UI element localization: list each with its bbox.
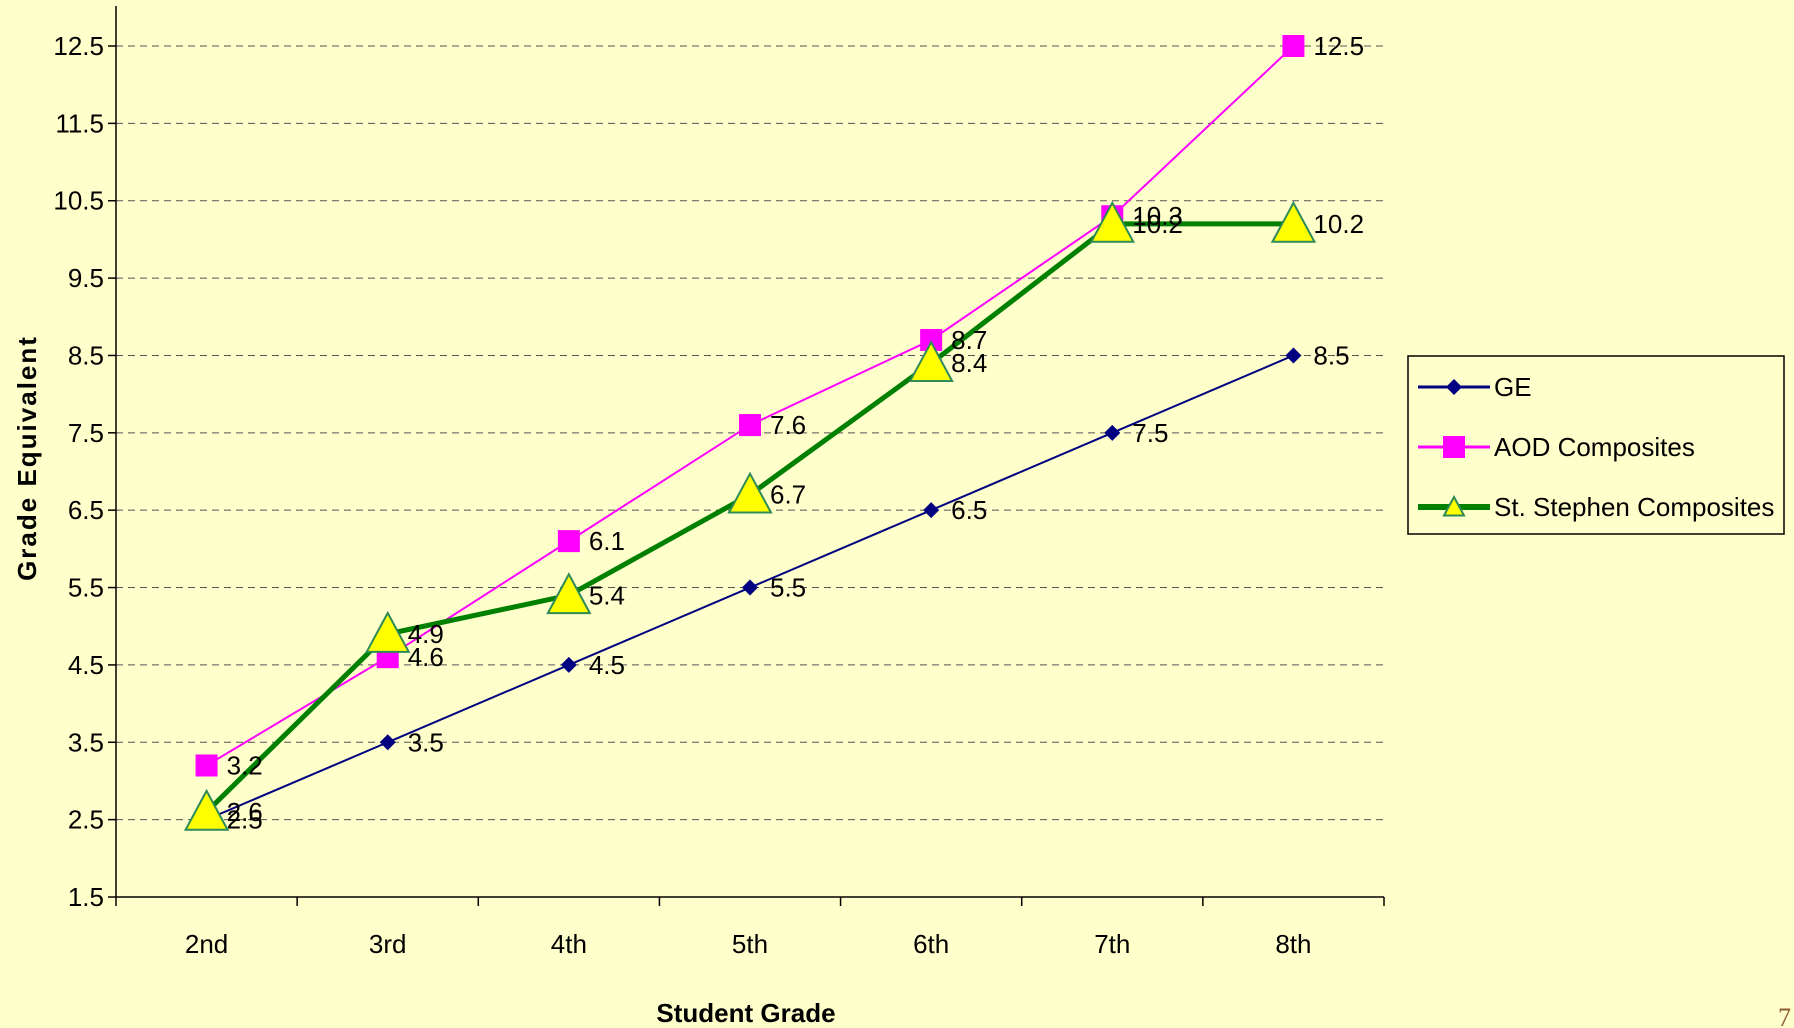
y-tick-label: 4.5 xyxy=(68,650,104,680)
y-tick-label: 11.5 xyxy=(55,108,104,138)
legend-item: GE xyxy=(1418,372,1532,402)
square-marker xyxy=(557,530,580,553)
legend-item: AOD Composites xyxy=(1418,432,1695,462)
x-tick-label: 5th xyxy=(732,929,768,959)
triangle-marker xyxy=(1089,200,1135,243)
data-label: 6.5 xyxy=(951,495,987,525)
data-label: 7.5 xyxy=(1132,418,1168,448)
x-tick-label: 3rd xyxy=(369,929,407,959)
triangle-marker xyxy=(1270,200,1317,243)
y-tick-label: 7.5 xyxy=(68,418,104,448)
square-marker xyxy=(1443,436,1465,458)
square-marker xyxy=(920,328,943,351)
triangle-marker xyxy=(546,572,592,615)
diamond-marker xyxy=(742,579,758,596)
x-tick-labels: 2nd 3rd 4th 5th 6th 7th 8th xyxy=(115,897,1385,959)
series-line xyxy=(206,45,1295,767)
x-tick-label: 2nd xyxy=(185,929,228,959)
x-tick-label: 6th xyxy=(913,929,949,959)
y-tick-label: 9.5 xyxy=(68,263,104,293)
y-axis-title: Grade Equivalent xyxy=(12,335,42,581)
data-label: 2.5 xyxy=(227,805,263,835)
diamond-marker xyxy=(560,656,577,673)
data-label: 3.2 xyxy=(227,750,263,780)
y-tick-label: 8.5 xyxy=(68,340,104,370)
data-label: 6.1 xyxy=(589,526,625,556)
data-label: 6.7 xyxy=(770,480,806,510)
diamond-marker xyxy=(1285,347,1302,364)
x-axis-title: Student Grade xyxy=(656,998,835,1028)
triangle-marker xyxy=(183,788,230,831)
data-label: 10.3 xyxy=(1132,201,1183,231)
data-label: 4.9 xyxy=(408,619,444,649)
data-label: 7.6 xyxy=(770,410,806,440)
diamond-marker xyxy=(923,502,940,519)
y-tick-label: 2.5 xyxy=(68,805,104,835)
y-tick-label: 3.5 xyxy=(68,727,104,757)
data-label: 4.5 xyxy=(589,650,625,680)
legend: GE AOD Composites St. Stephen Composites xyxy=(1407,355,1785,535)
axes xyxy=(115,6,1384,898)
data-label: 10.2 xyxy=(1132,209,1183,239)
gridlines xyxy=(116,45,1384,821)
data-label: 5.4 xyxy=(589,580,625,610)
diamond-marker xyxy=(379,734,396,751)
y-tick-label: 12.5 xyxy=(53,31,104,61)
legend-item: St. Stephen Composites xyxy=(1418,492,1774,522)
data-labels: 2.5 3.5 4.5 5.5 6.5 7.5 8.5 3.2 4.6 6.1 7.6 8.7 10.3… xyxy=(227,31,1364,835)
series-line xyxy=(204,221,1294,814)
data-label: 8.4 xyxy=(951,348,987,378)
y-tick-labels: 1.5 2.5 3.5 4.5 5.5 6.5 7.5 8.5 9.5 10.5 11.5 12.5 xyxy=(53,31,116,912)
data-label: 10.2 xyxy=(1313,209,1364,239)
page-number: 7 xyxy=(1778,1003,1791,1028)
data-label: 8.5 xyxy=(1313,340,1349,370)
triangle-marker xyxy=(1442,494,1466,517)
x-tick-label: 4th xyxy=(551,929,587,959)
square-marker xyxy=(739,414,761,437)
data-label: 2.6 xyxy=(227,797,263,827)
legend-label: GE xyxy=(1494,372,1532,402)
series-st-stephen-composites xyxy=(183,200,1317,831)
diamond-marker xyxy=(1446,379,1462,395)
legend-label: AOD Composites xyxy=(1494,432,1695,462)
series-group xyxy=(183,35,1317,831)
triangle-marker xyxy=(727,471,773,514)
x-tick-label: 8th xyxy=(1275,929,1311,959)
data-label: 8.7 xyxy=(951,325,987,355)
diamond-marker xyxy=(1104,424,1121,441)
triangle-marker xyxy=(365,610,411,653)
y-tick-label: 10.5 xyxy=(53,186,104,216)
x-tick-label: 7th xyxy=(1094,929,1130,959)
data-label: 4.6 xyxy=(408,642,444,672)
square-marker xyxy=(195,754,218,777)
data-label: 3.5 xyxy=(408,727,444,757)
triangle-marker xyxy=(908,340,954,383)
legend-label: St. Stephen Composites xyxy=(1494,492,1774,522)
data-label: 12.5 xyxy=(1313,31,1364,61)
square-marker xyxy=(1282,35,1305,57)
y-tick-label: 1.5 xyxy=(68,882,104,912)
y-tick-label: 6.5 xyxy=(68,495,104,525)
data-label: 5.5 xyxy=(770,573,806,603)
y-tick-label: 5.5 xyxy=(68,573,104,603)
series-ge xyxy=(198,347,1302,828)
